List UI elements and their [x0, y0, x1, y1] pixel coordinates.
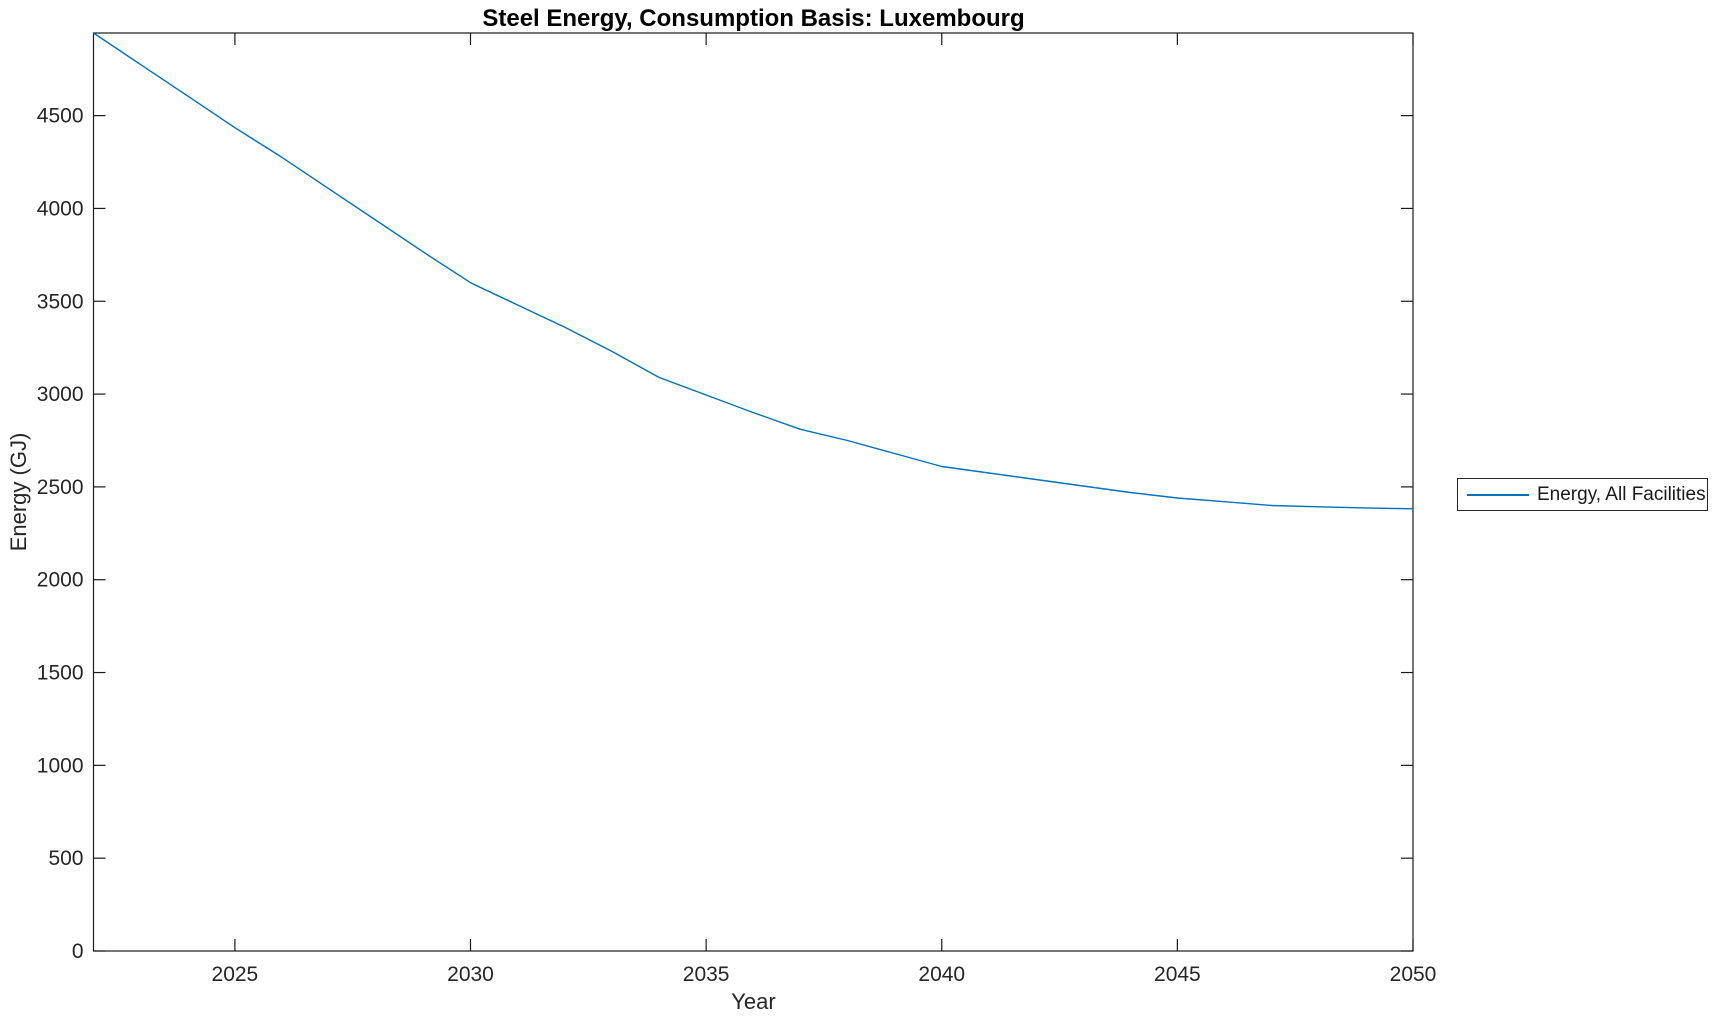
y-tick-label: 2500: [37, 476, 84, 499]
y-tick-label: 500: [48, 847, 83, 870]
series-line-0: [93, 32, 1414, 510]
legend: Energy, All Facilities: [1457, 478, 1708, 511]
x-tick-label: 2025: [212, 963, 259, 986]
y-tick-label: 2000: [37, 569, 84, 592]
y-tick-label: 3000: [37, 383, 84, 406]
x-axis-label: Year: [731, 989, 776, 1014]
y-axis-label: Energy (GJ): [6, 432, 31, 552]
legend-entry-label: Energy, All Facilities: [1537, 483, 1706, 505]
y-tick-label: 1000: [37, 754, 84, 777]
y-tick-label: 4000: [37, 197, 84, 220]
x-tick-label: 2045: [1154, 963, 1201, 986]
x-tick-label: 2035: [683, 963, 730, 986]
y-tick-label: 4500: [37, 105, 84, 128]
x-tick-label: 2040: [918, 963, 965, 986]
chart-title: Steel Energy, Consumption Basis: Luxembo…: [482, 5, 1025, 32]
legend-line-sample: [1467, 493, 1529, 496]
y-tick-label: 0: [72, 940, 84, 963]
y-tick-label: 1500: [37, 662, 84, 685]
x-tick-label: 2050: [1390, 963, 1437, 986]
y-tick-label: 3500: [37, 290, 84, 313]
plot-box: [92, 32, 1414, 952]
x-tick-label: 2030: [447, 963, 494, 986]
